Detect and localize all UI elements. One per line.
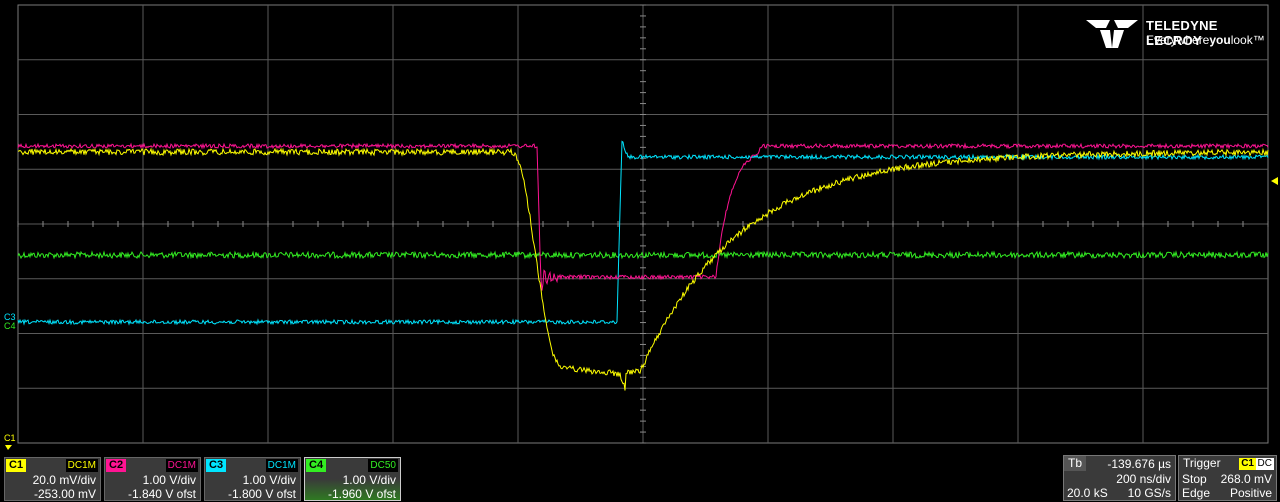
brand-name: TELEDYNE LECROY <box>1146 18 1218 48</box>
trigger-descriptor[interactable]: Trigger C1 DC Stop 268.0 mV Edge Positiv… <box>1178 455 1277 501</box>
channel-c2-offset: -1.840 V ofst <box>127 487 196 501</box>
channel-c3-offset: -1.800 V ofst <box>227 487 296 501</box>
trace-c4 <box>17 250 1269 260</box>
channel-c3-descriptor[interactable]: C3 DC1M 1.00 V/div -1.800 V ofst <box>204 457 301 501</box>
channel-c1-label: C1 <box>6 459 27 472</box>
trigger-label: Trigger <box>1183 456 1221 470</box>
trigger-coupling: DC <box>1255 458 1274 470</box>
channel-c2-label: C2 <box>106 459 127 472</box>
trigger-slope: Positive <box>1229 486 1272 500</box>
channel-c4-label: C4 <box>306 459 327 472</box>
channel-c4-descriptor[interactable]: C4 DC50 1.00 V/div -1.960 V ofst <box>304 457 401 501</box>
timebase-rate: 10 GS/s <box>1127 486 1171 500</box>
trace-c3 <box>17 140 1269 326</box>
channel-c3-label: C3 <box>206 459 227 472</box>
logo-mark-icon <box>1086 20 1138 48</box>
trace-c2 <box>17 142 1269 291</box>
channel-c3-ground-marker: C3 <box>4 312 16 322</box>
channel-c1-ground-marker: C1 <box>4 433 16 443</box>
timebase-descriptor[interactable]: Tb -139.676 µs 200 ns/div 20.0 kS 10 GS/… <box>1063 455 1176 501</box>
channel-c1-marker-arrow <box>5 445 12 450</box>
channel-c2-vdiv: 1.00 V/div <box>142 473 196 487</box>
channel-c4-ground-marker: C4 <box>4 321 16 331</box>
channel-c3-coupling: DC1M <box>265 459 298 472</box>
channel-c2-descriptor[interactable]: C2 DC1M 1.00 V/div -1.840 V ofst <box>104 457 201 501</box>
channel-c1-coupling: DC1M <box>65 459 98 472</box>
trigger-level: 268.0 mV <box>1220 472 1272 486</box>
channel-c4-offset: -1.960 V ofst <box>327 487 396 501</box>
channel-c1-descriptor[interactable]: C1 DC1M 20.0 mV/div -253.00 mV <box>4 457 101 501</box>
channel-c1-vdiv: 20.0 mV/div <box>32 473 96 487</box>
trigger-source: C1 <box>1239 458 1256 470</box>
channel-c4-coupling: DC50 <box>368 459 398 472</box>
timebase-delay: -139.676 µs <box>1107 457 1171 471</box>
timebase-tdiv: 200 ns/div <box>1116 472 1171 486</box>
trigger-level-marker-icon <box>1271 177 1278 185</box>
channel-c1-offset: -253.00 mV <box>33 487 96 501</box>
trace-c1 <box>17 147 1269 391</box>
teledyne-lecroy-logo: TELEDYNE LECROY Everywhereyoulook™ <box>1084 16 1274 50</box>
trigger-mode: Stop <box>1182 472 1207 486</box>
channel-c4-vdiv: 1.00 V/div <box>342 473 396 487</box>
timebase-label: Tb <box>1064 456 1087 471</box>
trigger-type: Edge <box>1182 486 1211 500</box>
channel-c3-vdiv: 1.00 V/div <box>242 473 296 487</box>
brand-tagline: Everywhereyoulook™ <box>1146 33 1265 47</box>
channel-c2-coupling: DC1M <box>165 459 198 472</box>
timebase-samples: 20.0 kS <box>1067 486 1108 500</box>
